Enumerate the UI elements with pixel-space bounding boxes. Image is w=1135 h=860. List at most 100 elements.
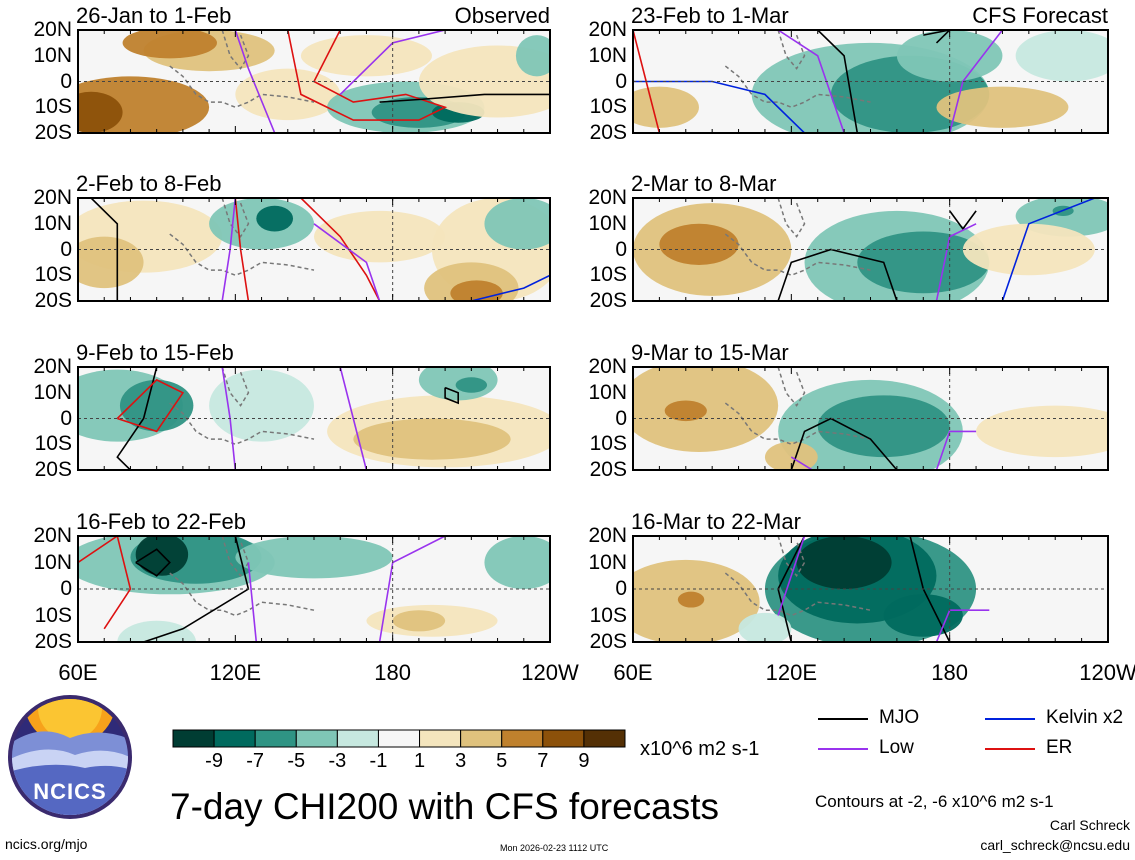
anomaly-shade (353, 418, 511, 460)
er-contour (300, 198, 381, 301)
er-contour (116, 378, 185, 433)
latitude-tick-label: 20N (588, 186, 627, 209)
legend-label-mjo: MJO (879, 707, 920, 728)
latitude-tick-label: 10S (34, 432, 72, 456)
anomaly-field (633, 367, 1108, 470)
mjo-contour (143, 536, 250, 642)
colorbar-tick-label: -7 (246, 750, 265, 772)
map-panel-observed-1 (77, 29, 551, 134)
colorbar-swatch (336, 729, 379, 748)
colorbar-tick-label: 3 (455, 750, 467, 772)
ncics-logo: NCICS (8, 695, 132, 819)
anomaly-field (78, 30, 550, 133)
panel-period-label: 9-Mar to 15-Mar (631, 340, 789, 365)
latitude-tick-label: 0 (60, 577, 72, 600)
mjo-contour (116, 367, 158, 470)
colorbar-swatch (295, 729, 338, 748)
colorbar-tick-label: 5 (496, 750, 508, 772)
colorbar-tick-label: -9 (205, 750, 223, 772)
anomaly-field (633, 536, 990, 642)
anomaly-shade (677, 591, 705, 608)
latitude-tick-label: 0 (60, 406, 72, 430)
map-panel-forecast-3 (632, 366, 1109, 471)
mjo-contour (90, 198, 119, 301)
panel-period-label: 16-Feb to 22-Feb (76, 509, 246, 534)
colorbar-units: x10^6 m2 s-1 (640, 738, 760, 760)
anomaly-shade (664, 400, 707, 422)
panel-column-heading: Observed (454, 3, 550, 28)
map-panel-forecast-1 (632, 29, 1109, 134)
mjo-contour (949, 210, 977, 231)
colorbar-tick-label: 1 (413, 750, 426, 772)
mjo-contour (135, 548, 171, 577)
latitude-tick-label: 10N (588, 211, 627, 235)
anomaly-shade (633, 86, 699, 128)
latitude-tick-label: 0 (615, 577, 627, 600)
anomaly-shade (135, 536, 189, 576)
panel-period-label: 23-Feb to 1-Mar (631, 3, 789, 28)
mjo-contour (817, 30, 859, 133)
latitude-tick-label: 0 (60, 69, 72, 93)
latitude-tick-label: 10N (588, 43, 627, 67)
latitude-tick-label: 10S (34, 603, 72, 627)
anomaly-shade (484, 536, 550, 589)
low-contour (935, 430, 977, 470)
figure-title: 7-day CHI200 with CFS forecasts (170, 786, 720, 827)
latitude-tick-label: 10S (34, 263, 72, 287)
anomaly-field (78, 367, 550, 470)
panel-period-label: 2-Feb to 8-Feb (76, 171, 222, 196)
latitude-tick-label: 20S (589, 458, 627, 481)
longitude-tick-label: 180 (374, 660, 412, 685)
longitude-tick-label: 60E (613, 660, 653, 685)
anomaly-shade (1015, 30, 1108, 82)
mjo-contour (777, 248, 898, 301)
anomaly-field (78, 536, 550, 642)
site-url[interactable]: ncics.org/mjo (5, 836, 88, 852)
kelvin-x2-contour (633, 80, 806, 133)
coastline (221, 367, 250, 407)
low-contour (234, 30, 276, 133)
colorbar-tick-label: 7 (537, 750, 549, 772)
colorbar-swatch (254, 729, 297, 748)
latitude-tick-label: 10N (33, 380, 72, 404)
latitude-tick-label: 10N (33, 43, 72, 67)
latitude-tick-label: 20S (34, 630, 72, 653)
mjo-contour (379, 93, 550, 103)
contour-legend (818, 718, 1035, 750)
colorbar-swatch (172, 729, 215, 748)
anomaly-shade (962, 223, 1095, 276)
mjo-contour (923, 30, 951, 44)
latitude-tick-label: 20N (588, 18, 627, 41)
kelvin-x2-contour (1001, 198, 1096, 301)
panel-period-label: 26-Jan to 1-Feb (76, 3, 232, 28)
anomaly-shade (484, 198, 550, 250)
anomaly-shade (857, 231, 990, 294)
latitude-tick-label: 10N (588, 550, 627, 574)
author-email[interactable]: carl_schreck@ncsu.edu (980, 837, 1130, 853)
latitude-tick-label: 20N (33, 186, 72, 209)
latitude-tick-label: 10S (589, 95, 627, 119)
anomaly-shade (450, 280, 503, 301)
legend-label-low: Low (879, 737, 914, 758)
er-contour (287, 30, 448, 121)
anomaly-shade (122, 30, 217, 59)
latitude-tick-label: 20S (589, 289, 627, 312)
anomaly-shade (976, 405, 1108, 458)
coastline (777, 536, 806, 578)
colorbar-tick-label: -3 (328, 750, 347, 772)
colorbar-swatch (542, 729, 585, 748)
anomaly-shade (418, 45, 550, 118)
contour-note: Contours at -2, -6 x10^6 m2 s-1 (815, 792, 1054, 811)
author: Carl Schreck (1049, 817, 1130, 833)
latitude-tick-label: 0 (60, 237, 72, 261)
anomaly-shade (78, 76, 210, 133)
colorbar-swatch (419, 729, 462, 748)
low-contour (247, 562, 258, 642)
latitude-tick-label: 10N (33, 550, 72, 574)
map-panel-observed-4 (77, 535, 551, 643)
latitude-tick-label: 20N (588, 355, 627, 378)
anomaly-shade (235, 536, 393, 579)
low-contour (777, 536, 806, 616)
latitude-tick-label: 20N (588, 524, 627, 547)
